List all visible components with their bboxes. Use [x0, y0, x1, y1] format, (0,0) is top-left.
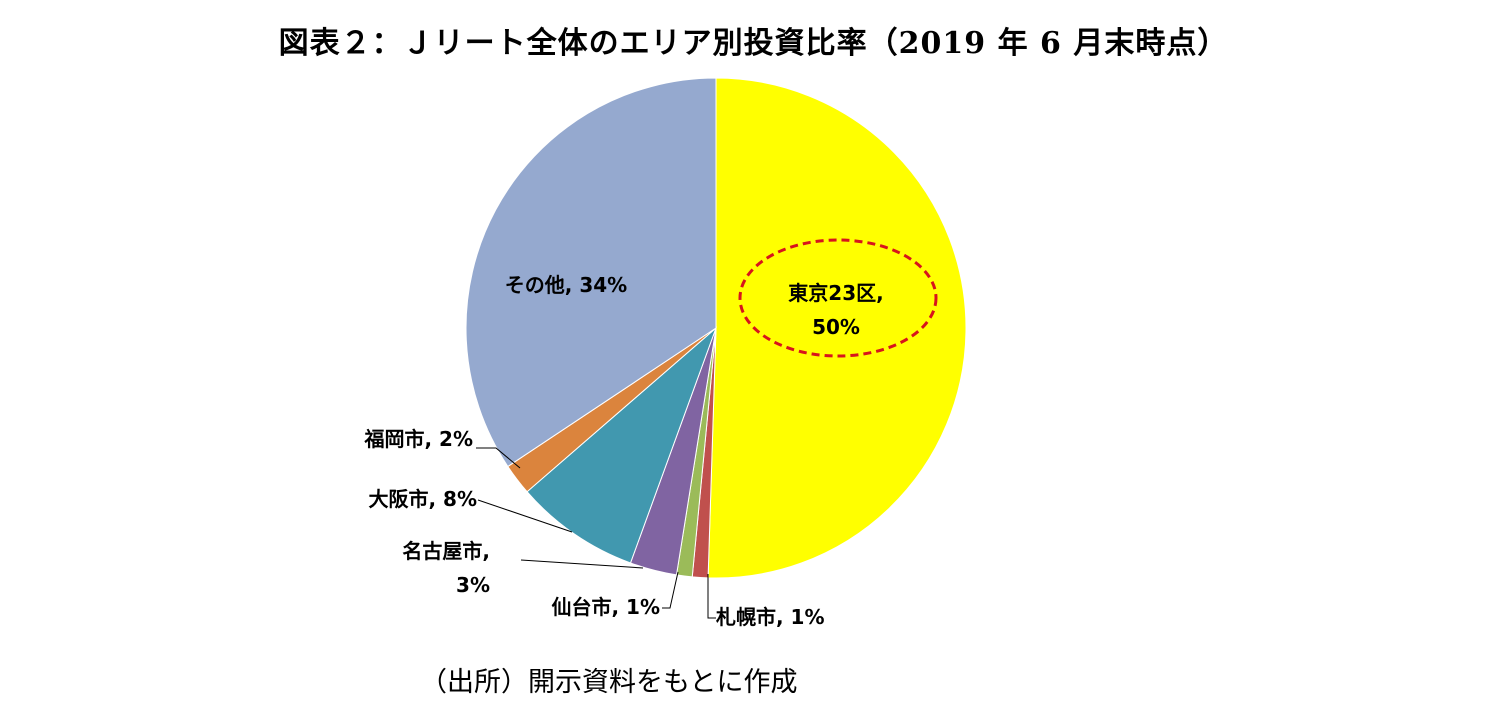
slice-label-大阪市: 大阪市, 8% [368, 487, 477, 511]
slice-label-福岡市: 福岡市, 2% [363, 427, 473, 451]
leader-line-札幌市 [707, 574, 716, 619]
leader-line-仙台市 [662, 571, 679, 609]
slice-label-札幌市: 札幌市, 1% [715, 605, 825, 629]
slice-label-仙台市: 仙台市, 1% [551, 595, 660, 619]
slice-label-名古屋市: 名古屋市, 3% [402, 539, 490, 597]
slice-label-東京23区: 東京23区, 50% [788, 281, 883, 339]
leader-line-名古屋市 [520, 559, 644, 569]
pie-slice-その他 [465, 77, 717, 468]
highlight-ellipse [738, 238, 938, 358]
pie-slice-大阪市 [526, 326, 718, 564]
source-note: （出所）開示資料をもとに作成 [420, 667, 798, 698]
slice-labels: 東京23区, 50% 札幌市, 1% 仙台市, 1% 名古屋市, 3% 大阪市, 8% 福岡市… [363, 238, 938, 629]
chart-title: 図表２：Ｊリート全体のエリア別投資比率（2019 年 6 月末時点） [278, 26, 1229, 61]
pie-slice-東京23区 [707, 77, 967, 579]
leader-line-大阪市 [477, 499, 573, 533]
leader-lines [476, 447, 716, 619]
leader-line-福岡市 [476, 447, 521, 469]
slice-label-その他: その他, 34% [505, 273, 627, 297]
pie-slices [465, 77, 967, 579]
